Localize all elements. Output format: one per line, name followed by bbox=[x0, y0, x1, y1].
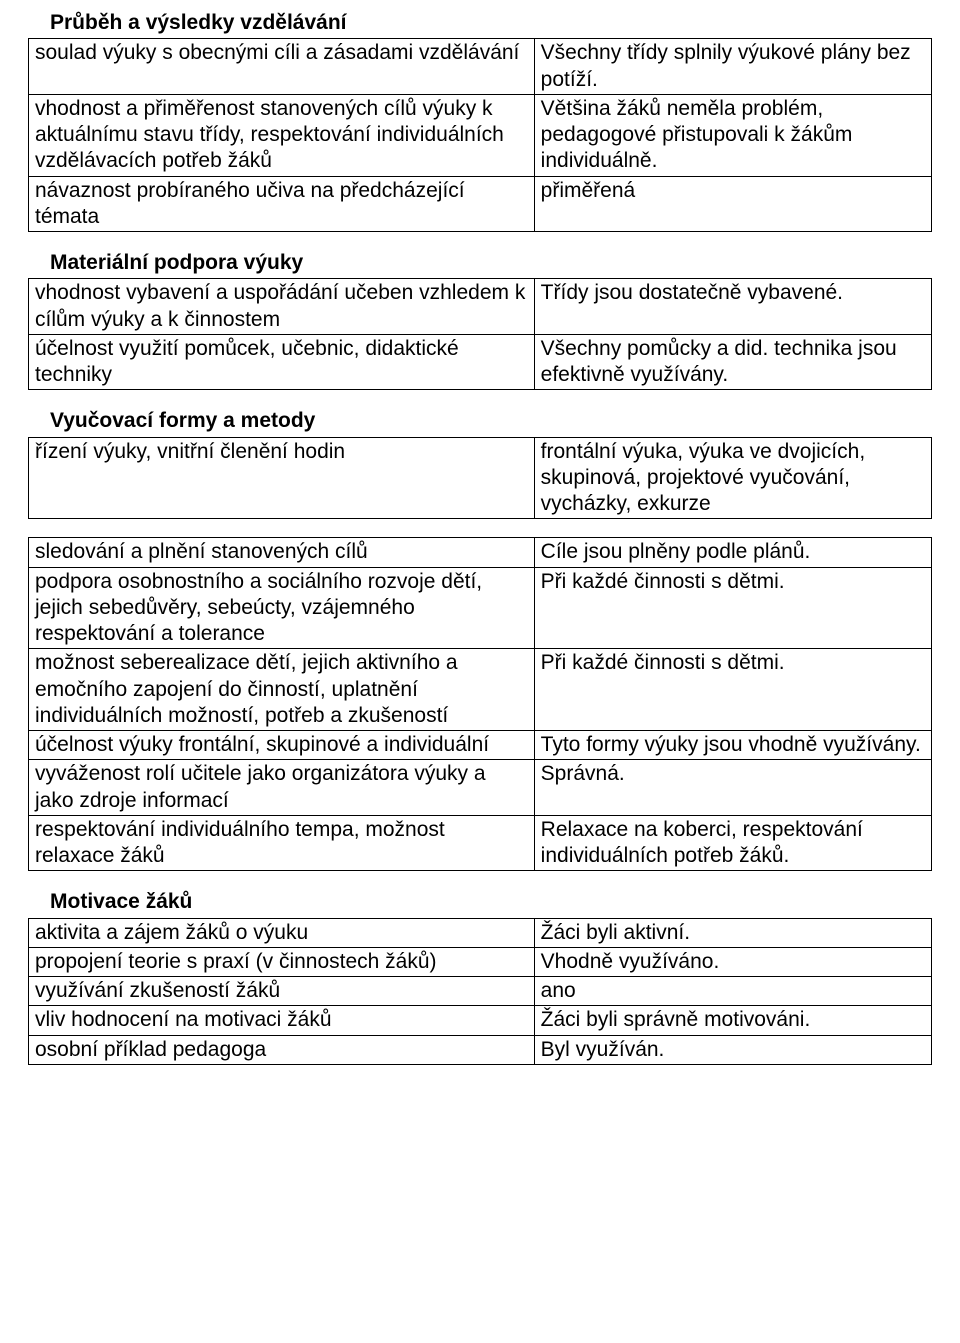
evaluation-cell: Cíle jsou plněny podle plánů. bbox=[534, 538, 931, 567]
evaluation-cell: frontální výuka, výuka ve dvojicích, sku… bbox=[534, 437, 931, 519]
section-header: Vyučovací formy a metody bbox=[28, 408, 932, 434]
section-spacer bbox=[28, 519, 932, 537]
table-row: propojení teorie s praxí (v činnostech ž… bbox=[29, 947, 932, 976]
section-header: Materiální podpora výuky bbox=[28, 250, 932, 276]
evaluation-cell: ano bbox=[534, 977, 931, 1006]
evaluation-cell: Žáci byli aktivní. bbox=[534, 918, 931, 947]
evaluation-cell: Při každé činnosti s dětmi. bbox=[534, 649, 931, 731]
section-table: vhodnost vybavení a uspořádání učeben vz… bbox=[28, 278, 932, 390]
criterion-cell: účelnost výuky frontální, skupinové a in… bbox=[29, 731, 535, 760]
table-row: vyváženost rolí učitele jako organizátor… bbox=[29, 760, 932, 816]
criterion-cell: řízení výuky, vnitřní členění hodin bbox=[29, 437, 535, 519]
table-row: osobní příklad pedagogaByl využíván. bbox=[29, 1035, 932, 1064]
section-table: soulad výuky s obecnými cíli a zásadami … bbox=[28, 38, 932, 232]
criterion-cell: sledování a plnění stanovených cílů bbox=[29, 538, 535, 567]
table-row: sledování a plnění stanovených cílůCíle … bbox=[29, 538, 932, 567]
criterion-cell: vhodnost vybavení a uspořádání učeben vz… bbox=[29, 279, 535, 335]
table-row: vhodnost a přiměřenost stanovených cílů … bbox=[29, 94, 932, 176]
table-row: vliv hodnocení na motivaci žákůŽáci byli… bbox=[29, 1006, 932, 1035]
criterion-cell: podpora osobnostního a sociálního rozvoj… bbox=[29, 567, 535, 649]
section-table: sledování a plnění stanovených cílůCíle … bbox=[28, 537, 932, 871]
criterion-cell: vyváženost rolí učitele jako organizátor… bbox=[29, 760, 535, 816]
table-row: návaznost probíraného učiva na předcháze… bbox=[29, 176, 932, 232]
criterion-cell: využívání zkušeností žáků bbox=[29, 977, 535, 1006]
table-row: aktivita a zájem žáků o výukuŽáci byli a… bbox=[29, 918, 932, 947]
table-row: účelnost výuky frontální, skupinové a in… bbox=[29, 731, 932, 760]
evaluation-cell: Správná. bbox=[534, 760, 931, 816]
evaluation-cell: Byl využíván. bbox=[534, 1035, 931, 1064]
table-row: vhodnost vybavení a uspořádání učeben vz… bbox=[29, 279, 932, 335]
document-root: Průběh a výsledky vzdělávání soulad výuky… bbox=[28, 10, 932, 1065]
evaluation-cell: Všechny pomůcky a did. technika jsou efe… bbox=[534, 334, 931, 390]
table-row: podpora osobnostního a sociálního rozvoj… bbox=[29, 567, 932, 649]
criterion-cell: možnost seberealizace dětí, jejich aktiv… bbox=[29, 649, 535, 731]
section-header: Motivace žáků bbox=[28, 889, 932, 915]
criterion-cell: propojení teorie s praxí (v činnostech ž… bbox=[29, 947, 535, 976]
table-row: řízení výuky, vnitřní členění hodinfront… bbox=[29, 437, 932, 519]
criterion-cell: účelnost využití pomůcek, učebnic, didak… bbox=[29, 334, 535, 390]
evaluation-cell: Třídy jsou dostatečně vybavené. bbox=[534, 279, 931, 335]
criterion-cell: soulad výuky s obecnými cíli a zásadami … bbox=[29, 39, 535, 95]
criterion-cell: respektování individuálního tempa, možno… bbox=[29, 815, 535, 871]
evaluation-cell: Všechny třídy splnily výukové plány bez … bbox=[534, 39, 931, 95]
evaluation-cell: Při každé činnosti s dětmi. bbox=[534, 567, 931, 649]
table-row: respektování individuálního tempa, možno… bbox=[29, 815, 932, 871]
section-table: aktivita a zájem žáků o výukuŽáci byli a… bbox=[28, 918, 932, 1065]
criterion-cell: vliv hodnocení na motivaci žáků bbox=[29, 1006, 535, 1035]
section-header: Průběh a výsledky vzdělávání bbox=[28, 10, 932, 36]
criterion-cell: návaznost probíraného učiva na předcháze… bbox=[29, 176, 535, 232]
section-table: řízení výuky, vnitřní členění hodinfront… bbox=[28, 437, 932, 520]
criterion-cell: vhodnost a přiměřenost stanovených cílů … bbox=[29, 94, 535, 176]
evaluation-cell: Vhodně využíváno. bbox=[534, 947, 931, 976]
evaluation-cell: Žáci byli správně motivováni. bbox=[534, 1006, 931, 1035]
criterion-cell: aktivita a zájem žáků o výuku bbox=[29, 918, 535, 947]
table-row: možnost seberealizace dětí, jejich aktiv… bbox=[29, 649, 932, 731]
table-row: využívání zkušeností žákůano bbox=[29, 977, 932, 1006]
evaluation-cell: Tyto formy výuky jsou vhodně využívány. bbox=[534, 731, 931, 760]
evaluation-cell: Většina žáků neměla problém, pedagogové … bbox=[534, 94, 931, 176]
evaluation-cell: Relaxace na koberci, respektování indivi… bbox=[534, 815, 931, 871]
evaluation-cell: přiměřená bbox=[534, 176, 931, 232]
table-row: soulad výuky s obecnými cíli a zásadami … bbox=[29, 39, 932, 95]
criterion-cell: osobní příklad pedagoga bbox=[29, 1035, 535, 1064]
table-row: účelnost využití pomůcek, učebnic, didak… bbox=[29, 334, 932, 390]
